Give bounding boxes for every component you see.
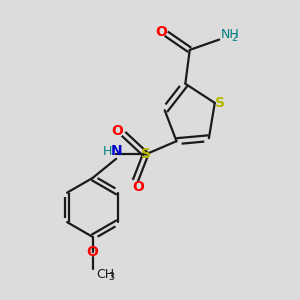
Text: O: O xyxy=(155,25,167,39)
Text: N: N xyxy=(111,145,122,158)
Text: H: H xyxy=(103,145,112,158)
Text: 2: 2 xyxy=(232,33,238,43)
Text: 3: 3 xyxy=(108,272,114,283)
Text: O: O xyxy=(87,244,98,259)
Text: S: S xyxy=(141,147,151,161)
Text: NH: NH xyxy=(221,28,239,41)
Text: O: O xyxy=(132,180,144,194)
Text: S: S xyxy=(215,96,225,110)
Text: O: O xyxy=(111,124,123,138)
Text: CH: CH xyxy=(96,268,114,281)
